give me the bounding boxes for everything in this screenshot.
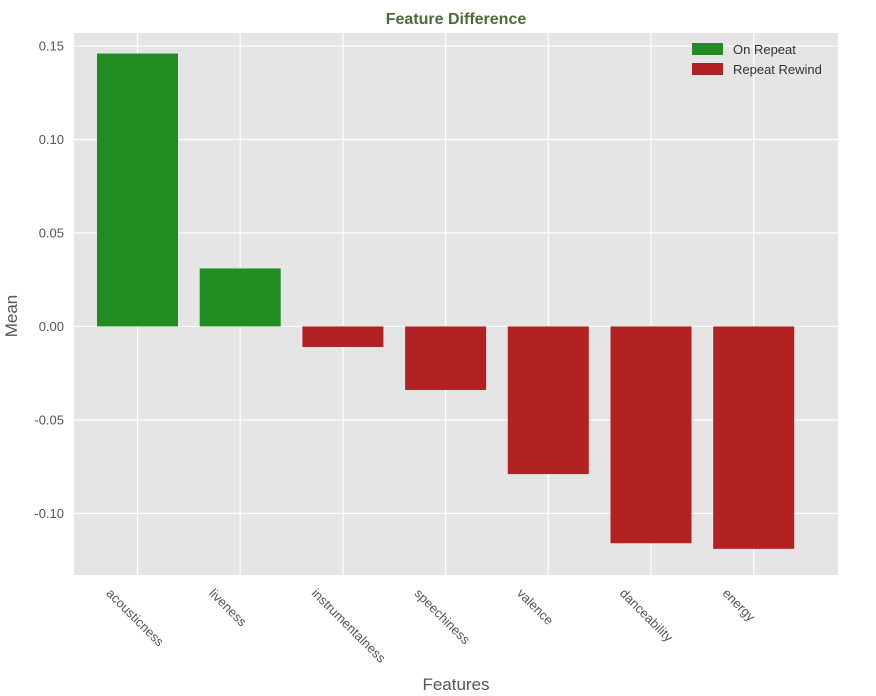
x-tick-label-energy: energy (720, 586, 759, 625)
chart-title: Feature Difference (386, 11, 527, 28)
x-tick-label-liveness: liveness (206, 586, 250, 630)
y-tick-label: -0.10 (34, 506, 64, 521)
legend-label-on-repeat: On Repeat (733, 42, 796, 57)
x-tick-label-valence: valence (514, 586, 556, 628)
legend-swatch-on-repeat (692, 43, 723, 55)
bar-danceability (610, 326, 692, 544)
y-tick-label: 0.15 (39, 39, 64, 54)
y-axis-label: Mean (2, 295, 21, 338)
bars (97, 53, 795, 549)
x-tick-label-speechiness: speechiness (411, 586, 473, 648)
bar-energy (713, 326, 795, 549)
legend: On Repeat Repeat Rewind (692, 42, 822, 77)
x-tick-label-danceability: danceability (617, 586, 677, 646)
y-tick-label: 0.05 (39, 225, 64, 240)
y-axis-ticks: 0.15 0.10 0.05 0.00 -0.05 -0.10 (34, 39, 64, 521)
x-tick-label-instrumentalness: instrumentalness (309, 586, 389, 666)
bar-liveness (199, 268, 281, 327)
y-tick-label: 0.00 (39, 319, 64, 334)
x-tick-label-acousticness: acousticness (103, 586, 167, 650)
legend-swatch-repeat-rewind (692, 63, 723, 75)
bar-acousticness (97, 53, 178, 327)
legend-label-repeat-rewind: Repeat Rewind (733, 62, 822, 77)
x-axis-ticks: acousticness liveness instrumentalness spee… (103, 586, 758, 666)
y-tick-label: 0.10 (39, 132, 64, 147)
bar-speechiness (405, 326, 487, 390)
bar-instrumentalness (302, 326, 384, 347)
x-axis-label: Features (422, 675, 489, 694)
y-tick-label: -0.05 (34, 412, 64, 427)
gridlines (74, 33, 838, 575)
bar-valence (507, 326, 589, 475)
